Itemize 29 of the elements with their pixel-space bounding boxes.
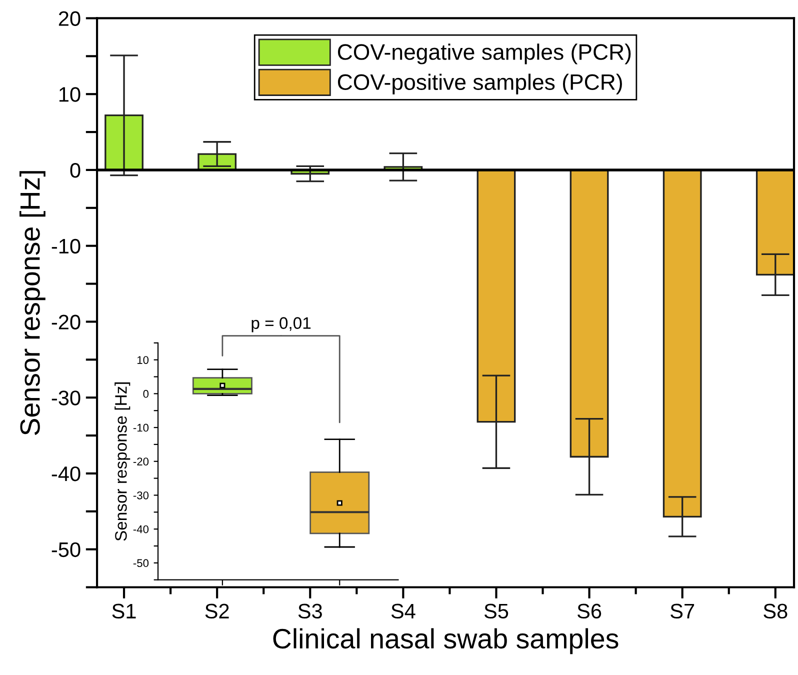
y-tick-label: 0 (143, 390, 149, 398)
x-tick-label: S6 (578, 604, 602, 619)
y-tick-label: -20 (133, 458, 149, 466)
y-tick-label: -20 (52, 314, 80, 330)
y-axis-title: Sensor response [Hz] (20, 171, 46, 436)
y-tick-label: 20 (58, 11, 80, 26)
y-tick-label: -10 (133, 424, 149, 432)
x-tick-label: S7 (670, 604, 694, 619)
y-tick-label: -40 (52, 466, 80, 482)
x-tick-label: S5 (484, 604, 508, 619)
y-tick-label: 10 (137, 356, 149, 364)
y-tick-label: -50 (133, 559, 149, 568)
y-tick-label: 0 (70, 162, 80, 178)
x-tick-label: S3 (298, 604, 322, 619)
y-tick-label: 10 (59, 87, 80, 102)
x-tick-label: S8 (764, 604, 788, 619)
y-tick-label: -40 (133, 525, 149, 534)
annotation: p = 0,01 (252, 317, 311, 332)
legend-label: COV-positive samples (PCR) (338, 74, 622, 94)
x-tick-label: S4 (391, 604, 416, 619)
y-tick-label: -10 (52, 238, 80, 254)
y-tick-label: -30 (133, 491, 149, 500)
x-axis-title: Clinical nasal swab samples (273, 628, 618, 654)
y-axis-title: Sensor response [Hz] (114, 382, 130, 541)
y-tick-label: -30 (52, 390, 80, 406)
y-tick-label: -50 (52, 542, 80, 558)
x-tick-label: S1 (112, 604, 136, 619)
legend-label: COV-negative samples (PCR) (338, 44, 631, 64)
x-tick-label: S2 (205, 604, 229, 619)
